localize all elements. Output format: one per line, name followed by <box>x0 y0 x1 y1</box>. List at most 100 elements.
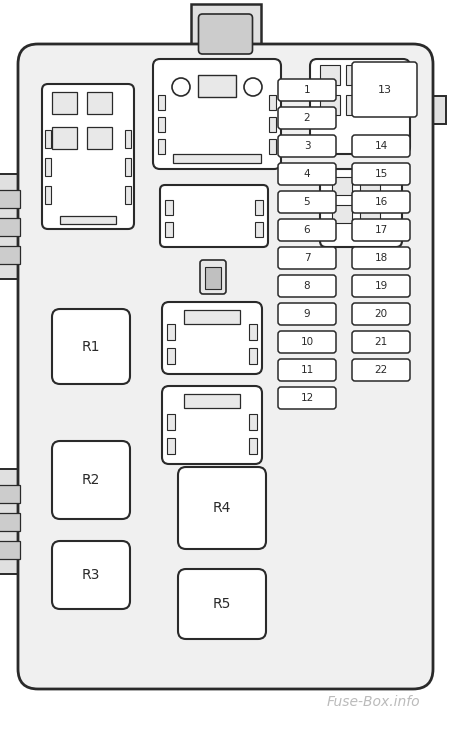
FancyBboxPatch shape <box>278 191 336 213</box>
FancyBboxPatch shape <box>310 59 410 154</box>
Bar <box>332 177 352 195</box>
Bar <box>45 186 51 204</box>
Bar <box>205 267 221 289</box>
FancyBboxPatch shape <box>352 247 410 269</box>
Text: 4: 4 <box>304 169 310 179</box>
Bar <box>125 130 131 148</box>
FancyBboxPatch shape <box>278 387 336 409</box>
Text: 14: 14 <box>374 141 387 151</box>
FancyBboxPatch shape <box>278 135 336 157</box>
FancyBboxPatch shape <box>160 185 268 247</box>
Bar <box>346 65 366 85</box>
Text: 6: 6 <box>304 225 310 235</box>
FancyBboxPatch shape <box>0 174 25 279</box>
Bar <box>158 139 165 154</box>
Bar <box>0 218 20 236</box>
Text: R2: R2 <box>82 473 100 487</box>
Bar <box>360 177 380 195</box>
Bar <box>60 216 116 224</box>
Text: 17: 17 <box>374 225 387 235</box>
Text: 15: 15 <box>374 169 387 179</box>
Text: 13: 13 <box>378 84 392 95</box>
Bar <box>249 414 257 430</box>
Bar <box>125 158 131 176</box>
Text: 11: 11 <box>301 365 314 375</box>
Bar <box>249 438 257 454</box>
Bar <box>167 348 175 364</box>
FancyBboxPatch shape <box>198 14 252 54</box>
Bar <box>158 117 165 132</box>
FancyBboxPatch shape <box>0 469 25 574</box>
Bar <box>158 95 165 110</box>
Text: 8: 8 <box>304 281 310 291</box>
Bar <box>332 205 352 223</box>
Text: 21: 21 <box>374 337 387 347</box>
FancyBboxPatch shape <box>278 303 336 325</box>
Bar <box>165 200 173 215</box>
Polygon shape <box>190 4 261 46</box>
Bar <box>167 438 175 454</box>
Text: 3: 3 <box>304 141 310 151</box>
Bar <box>269 95 276 110</box>
Bar <box>0 485 20 503</box>
FancyBboxPatch shape <box>352 191 410 213</box>
Bar <box>52 127 77 149</box>
Text: 2: 2 <box>304 113 310 123</box>
Bar <box>249 324 257 340</box>
FancyBboxPatch shape <box>320 169 402 247</box>
FancyBboxPatch shape <box>52 309 130 384</box>
Text: 22: 22 <box>374 365 387 375</box>
FancyBboxPatch shape <box>200 260 226 294</box>
Bar <box>167 324 175 340</box>
FancyBboxPatch shape <box>278 331 336 353</box>
FancyBboxPatch shape <box>278 359 336 381</box>
FancyBboxPatch shape <box>352 275 410 297</box>
FancyBboxPatch shape <box>352 62 417 117</box>
FancyBboxPatch shape <box>278 163 336 185</box>
FancyBboxPatch shape <box>278 219 336 241</box>
Bar <box>249 348 257 364</box>
FancyBboxPatch shape <box>52 541 130 609</box>
Bar <box>255 200 263 215</box>
Bar <box>0 513 20 531</box>
Bar <box>184 394 240 408</box>
FancyBboxPatch shape <box>18 44 433 689</box>
Text: 18: 18 <box>374 253 387 263</box>
Text: 20: 20 <box>374 309 387 319</box>
FancyBboxPatch shape <box>162 302 262 374</box>
Bar <box>52 92 77 114</box>
Text: 1: 1 <box>304 85 310 95</box>
Bar <box>346 95 366 115</box>
Text: R5: R5 <box>213 597 231 611</box>
Bar <box>255 222 263 237</box>
Bar <box>372 95 392 115</box>
Text: 9: 9 <box>304 309 310 319</box>
FancyBboxPatch shape <box>162 386 262 464</box>
FancyBboxPatch shape <box>352 303 410 325</box>
FancyBboxPatch shape <box>352 219 410 241</box>
Text: 10: 10 <box>301 337 314 347</box>
Bar <box>269 117 276 132</box>
FancyBboxPatch shape <box>352 163 410 185</box>
FancyBboxPatch shape <box>352 135 410 157</box>
Bar <box>45 130 51 148</box>
Bar <box>165 222 173 237</box>
Bar <box>0 246 20 264</box>
Bar <box>320 65 340 85</box>
Text: 19: 19 <box>374 281 387 291</box>
FancyBboxPatch shape <box>278 79 336 101</box>
Text: R3: R3 <box>82 568 100 582</box>
FancyBboxPatch shape <box>52 441 130 519</box>
Bar <box>269 139 276 154</box>
Bar <box>184 310 240 324</box>
Bar <box>320 95 340 115</box>
Bar <box>0 190 20 208</box>
Text: R1: R1 <box>82 339 100 353</box>
Bar <box>360 205 380 223</box>
FancyBboxPatch shape <box>352 359 410 381</box>
Bar <box>167 414 175 430</box>
Bar <box>87 127 112 149</box>
Bar <box>125 186 131 204</box>
FancyBboxPatch shape <box>278 107 336 129</box>
Text: 16: 16 <box>374 197 387 207</box>
